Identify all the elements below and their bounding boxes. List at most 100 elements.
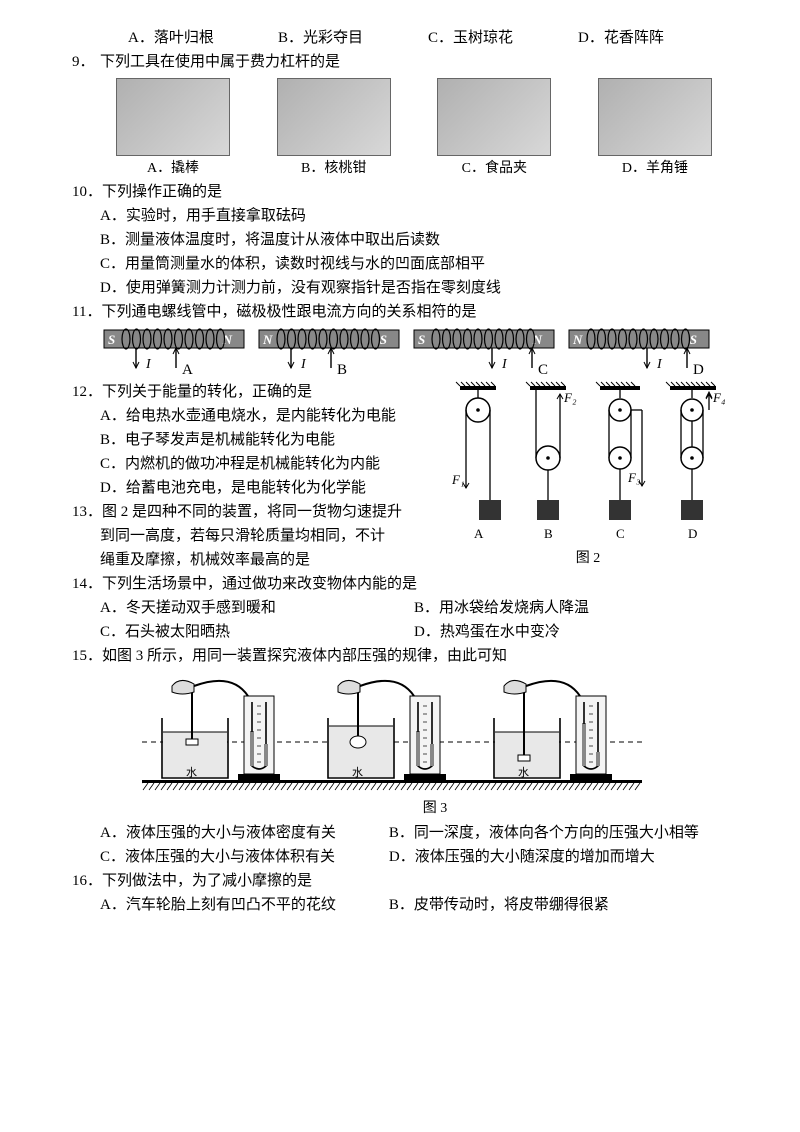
svg-text:I: I bbox=[656, 357, 663, 372]
q11: 11． 下列通电螺线管中，磁极极性跟电流方向的关系相符的是 bbox=[72, 300, 728, 324]
q14-options-row1: A．冬天搓动双手感到暖和 B．用冰袋给发烧病人降温 bbox=[72, 596, 728, 620]
q9-image-b: B．核桃钳 bbox=[277, 78, 391, 180]
q16-number: 16． bbox=[72, 869, 102, 893]
q12-stem: 下列关于能量的转化，正确的是 bbox=[102, 380, 312, 404]
q15-options-row1: A．液体压强的大小与液体密度有关 B．同一深度，液体向各个方向的压强大小相等 bbox=[72, 821, 728, 845]
svg-text:水: 水 bbox=[518, 766, 529, 779]
svg-text:B: B bbox=[337, 362, 347, 378]
svg-text:水: 水 bbox=[352, 766, 363, 779]
svg-text:F₃: F₃ bbox=[627, 470, 640, 485]
svg-text:A: A bbox=[474, 526, 484, 541]
q14-opt-a: A．冬天搓动双手感到暖和 bbox=[100, 596, 414, 620]
photo-tongs bbox=[437, 78, 551, 156]
q10-number: 10． bbox=[72, 180, 102, 204]
svg-text:S: S bbox=[418, 332, 425, 347]
q14-opt-d: D．热鸡蛋在水中变冷 bbox=[414, 620, 728, 644]
q15-opt-a: A．液体压强的大小与液体密度有关 bbox=[100, 821, 389, 845]
q8-opt-a: A．落叶归根 bbox=[128, 26, 278, 50]
q8-opt-c: C．玉树琼花 bbox=[428, 26, 578, 50]
q8-opt-b: B．光彩夺目 bbox=[278, 26, 428, 50]
svg-text:N: N bbox=[262, 332, 273, 347]
q15: 15． 如图 3 所示，用同一装置探究液体内部压强的规律，由此可知 bbox=[72, 644, 728, 668]
opt-text: ．核桃钳 bbox=[310, 161, 366, 176]
q14-number: 14． bbox=[72, 572, 102, 596]
q14-opt-c: C．石头被太阳晒热 bbox=[100, 620, 414, 644]
q13-stem2: 到同一高度，若每只滑轮质量均相同，不计 bbox=[72, 524, 448, 548]
q13-number: 13． bbox=[72, 500, 102, 524]
photo-crowbar bbox=[116, 78, 230, 156]
q11-number: 11． bbox=[72, 300, 101, 324]
svg-text:C: C bbox=[538, 362, 548, 378]
q12: 12． 下列关于能量的转化，正确的是 bbox=[72, 380, 448, 404]
q15-options-row2: C．液体压强的大小与液体体积有关 D．液体压强的大小随深度的增加而增大 bbox=[72, 845, 728, 869]
opt-text: ．食品夹 bbox=[471, 161, 527, 176]
svg-text:I: I bbox=[145, 357, 152, 372]
q12-options: A．给电热水壶通电烧水，是内能转化为电能 B．电子琴发声是机械能转化为电能 C．… bbox=[72, 404, 448, 500]
figure-2: F₁AF₂BF₃CF₄D 图 2 bbox=[448, 380, 728, 572]
q9-caption-c: C．食品夹 bbox=[462, 158, 527, 180]
svg-text:A: A bbox=[182, 362, 193, 378]
q9-images: A．撬棒 B．核桃钳 C．食品夹 D．羊角锤 bbox=[72, 78, 728, 180]
q12-opt-b: B．电子琴发声是机械能转化为电能 bbox=[100, 428, 448, 452]
q9-caption-a: A．撬棒 bbox=[147, 158, 199, 180]
q14-opt-b: B．用冰袋给发烧病人降温 bbox=[414, 596, 728, 620]
photo-nutcracker bbox=[277, 78, 391, 156]
q16-opt-a: A．汽车轮胎上刻有凹凸不平的花纹 bbox=[100, 893, 389, 917]
q15-opt-b: B．同一深度，液体向各个方向的压强大小相等 bbox=[389, 821, 728, 845]
opt-text: ．撬棒 bbox=[157, 161, 199, 176]
q8-options: A．落叶归根 B．光彩夺目 C．玉树琼花 D．花香阵阵 bbox=[72, 26, 728, 50]
q10-opt-d: D．使用弹簧测力计测力前，没有观察指针是否指在零刻度线 bbox=[100, 276, 728, 300]
q15-opt-c: C．液体压强的大小与液体体积有关 bbox=[100, 845, 389, 869]
q10-opt-a: A．实验时，用手直接拿取砝码 bbox=[100, 204, 728, 228]
svg-text:F₂: F₂ bbox=[563, 390, 577, 405]
q15-number: 15． bbox=[72, 644, 102, 668]
q10-stem: 下列操作正确的是 bbox=[102, 180, 222, 204]
q16-stem: 下列做法中，为了减小摩擦的是 bbox=[102, 869, 312, 893]
page: { "q8":{ "options":[ {"letter":"A","text… bbox=[0, 0, 800, 1132]
q10-opt-c: C．用量筒测量水的体积，读数时视线与水的凹面底部相平 bbox=[100, 252, 728, 276]
figure-3-label: 图 3 bbox=[142, 798, 728, 820]
opt-letter: D bbox=[578, 30, 589, 46]
opt-letter: A bbox=[128, 30, 139, 46]
solenoid-diagram: SNIANSIBSNICNSID bbox=[100, 324, 720, 380]
q10-options: A．实验时，用手直接拿取砝码 B．测量液体温度时，将温度计从液体中取出后读数 C… bbox=[72, 204, 728, 300]
svg-text:S: S bbox=[108, 332, 115, 347]
opt-letter: C bbox=[462, 161, 471, 176]
q10-opt-b: B．测量液体温度时，将温度计从液体中取出后读数 bbox=[100, 228, 728, 252]
q16-options-row1: A．汽车轮胎上刻有凹凸不平的花纹 B．皮带传动时，将皮带绷得很紧 bbox=[72, 893, 728, 917]
opt-letter: A bbox=[147, 161, 157, 176]
opt-letter: C bbox=[428, 30, 438, 46]
svg-text:D: D bbox=[693, 362, 704, 378]
svg-text:F₄: F₄ bbox=[712, 390, 726, 405]
q12-opt-c: C．内燃机的做功冲程是机械能转化为内能 bbox=[100, 452, 448, 476]
figure-2-label: 图 2 bbox=[448, 548, 728, 570]
svg-text:S: S bbox=[380, 332, 387, 347]
q8-opt-d: D．花香阵阵 bbox=[578, 26, 728, 50]
q16-opt-b: B．皮带传动时，将皮带绷得很紧 bbox=[389, 893, 728, 917]
q14: 14． 下列生活场景中，通过做功来改变物体内能的是 bbox=[72, 572, 728, 596]
q12-opt-d: D．给蓄电池充电，是电能转化为化学能 bbox=[100, 476, 448, 500]
q9-number: 9． bbox=[72, 50, 100, 74]
q13-stem1: 图 2 是四种不同的装置，将同一货物匀速提升 bbox=[102, 500, 402, 524]
q15-stem: 如图 3 所示，用同一装置探究液体内部压强的规律，由此可知 bbox=[102, 644, 507, 668]
q15-opt-d: D．液体压强的大小随深度的增加而增大 bbox=[389, 845, 728, 869]
opt-text: ．花香阵阵 bbox=[589, 30, 664, 46]
q14-stem: 下列生活场景中，通过做功来改变物体内能的是 bbox=[102, 572, 417, 596]
q10: 10． 下列操作正确的是 bbox=[72, 180, 728, 204]
q11-figures: SNIANSIBSNICNSID bbox=[72, 324, 728, 380]
q12-opt-a: A．给电热水壶通电烧水，是内能转化为电能 bbox=[100, 404, 448, 428]
figure-3: 水水水 图 3 bbox=[72, 668, 728, 820]
q14-options-row2: C．石头被太阳晒热 D．热鸡蛋在水中变冷 bbox=[72, 620, 728, 644]
pressure-diagram: 水水水 bbox=[142, 668, 642, 798]
photo-hammer bbox=[598, 78, 712, 156]
q9-image-c: C．食品夹 bbox=[437, 78, 551, 180]
opt-text: ．羊角锤 bbox=[632, 161, 688, 176]
q9-image-d: D．羊角锤 bbox=[598, 78, 712, 180]
q13-stem3: 绳重及摩擦，机械效率最高的是 bbox=[72, 548, 448, 572]
pulley-diagram: F₁AF₂BF₃CF₄D bbox=[448, 380, 728, 548]
q12-number: 12． bbox=[72, 380, 102, 404]
q9-caption-b: B．核桃钳 bbox=[301, 158, 366, 180]
opt-text: ．玉树琼花 bbox=[438, 30, 513, 46]
q16: 16． 下列做法中，为了减小摩擦的是 bbox=[72, 869, 728, 893]
q9-caption-d: D．羊角锤 bbox=[622, 158, 688, 180]
